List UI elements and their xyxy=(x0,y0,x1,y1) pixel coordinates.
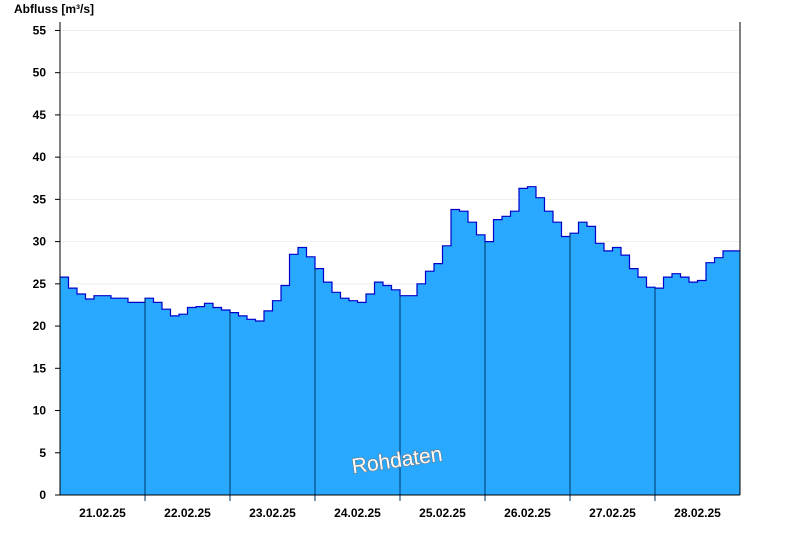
y-tick-label-15: 15 xyxy=(33,361,47,375)
day-separator-lines xyxy=(144,233,656,501)
x-ticks: 21.02.25 22.02.25 23.02.25 24.02.25 25.02.25… xyxy=(79,506,721,520)
y-tick-label-0: 0 xyxy=(39,488,46,502)
y-tick-label-50: 50 xyxy=(33,66,47,80)
y-tick-label-35: 35 xyxy=(33,192,47,206)
x-tick-label-1: 22.02.25 xyxy=(164,506,211,520)
x-tick-label-5: 26.02.25 xyxy=(504,506,551,520)
x-tick-label-7: 28.02.25 xyxy=(674,506,721,520)
x-tick-label-6: 27.02.25 xyxy=(589,506,636,520)
y-tick-label-30: 30 xyxy=(33,235,47,249)
y-tick-label-20: 20 xyxy=(33,319,47,333)
y-axis-title: Abfluss [m³/s] xyxy=(14,2,94,16)
y-ticks: 0 5 10 15 20 25 30 35 40 45 50 55 xyxy=(33,23,60,502)
x-tick-label-3: 24.02.25 xyxy=(334,506,381,520)
y-tick-label-25: 25 xyxy=(33,277,47,291)
y-tick-label-5: 5 xyxy=(39,446,46,460)
y-tick-label-40: 40 xyxy=(33,150,47,164)
x-tick-label-0: 21.02.25 xyxy=(79,506,126,520)
y-tick-label-45: 45 xyxy=(33,108,47,122)
x-tick-label-4: 25.02.25 xyxy=(419,506,466,520)
y-tick-label-55: 55 xyxy=(33,23,47,37)
y-tick-label-10: 10 xyxy=(33,404,47,418)
x-tick-label-2: 23.02.25 xyxy=(249,506,296,520)
